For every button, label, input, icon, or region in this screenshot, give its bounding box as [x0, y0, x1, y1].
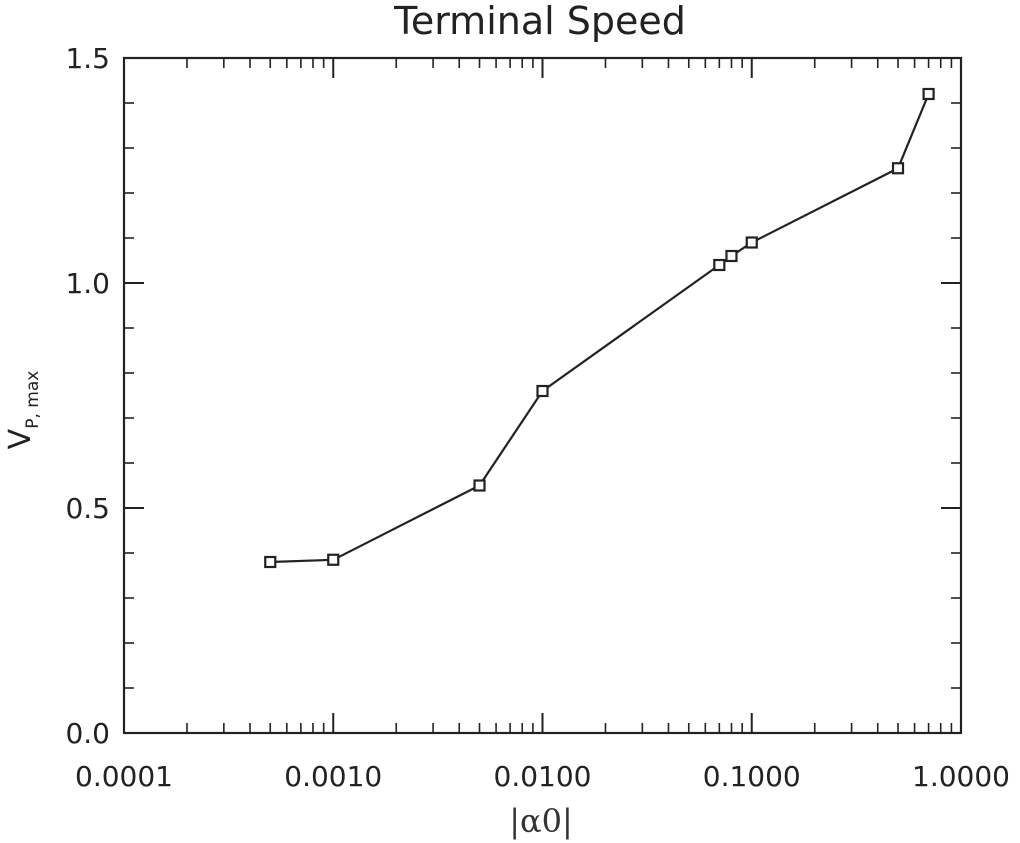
- chart-title: Terminal Speed: [393, 0, 686, 43]
- data-point-square: [713, 258, 726, 272]
- data-point-square: [473, 479, 486, 492]
- axes: 0.0001 0.0010 0.0100 0.1000 1.0000 0.0 0.5 1.0 1…: [65, 42, 1010, 793]
- data-point-square: [745, 236, 758, 249]
- data-point-square: [536, 384, 549, 398]
- x-axis-label: |α0|: [509, 802, 573, 840]
- x-tick-label: 0.0100: [494, 760, 592, 793]
- x-tick-label: 0.0010: [284, 760, 382, 793]
- data-point-square: [327, 553, 340, 566]
- x-tick-label: 0.1000: [703, 760, 801, 793]
- data-point-square: [264, 555, 277, 569]
- series-layer: [264, 87, 935, 569]
- data-point-square: [922, 87, 935, 101]
- data-point-square: [891, 162, 905, 175]
- y-tick-label: 1.5: [65, 42, 110, 75]
- y-tick-label: 1.0: [65, 267, 110, 300]
- x-tick-label: 0.0001: [75, 760, 173, 793]
- y-tick-label: 0.0: [65, 717, 110, 750]
- data-point-square: [725, 249, 738, 263]
- y-axis-label-subscript: P, max: [23, 371, 43, 429]
- y-axis-label: VP, max: [3, 371, 43, 450]
- y-axis-label-main: V: [3, 428, 38, 449]
- x-tick-label: 1.0000: [912, 760, 1010, 793]
- series-line: [270, 93, 930, 564]
- y-tick-label: 0.5: [65, 492, 110, 525]
